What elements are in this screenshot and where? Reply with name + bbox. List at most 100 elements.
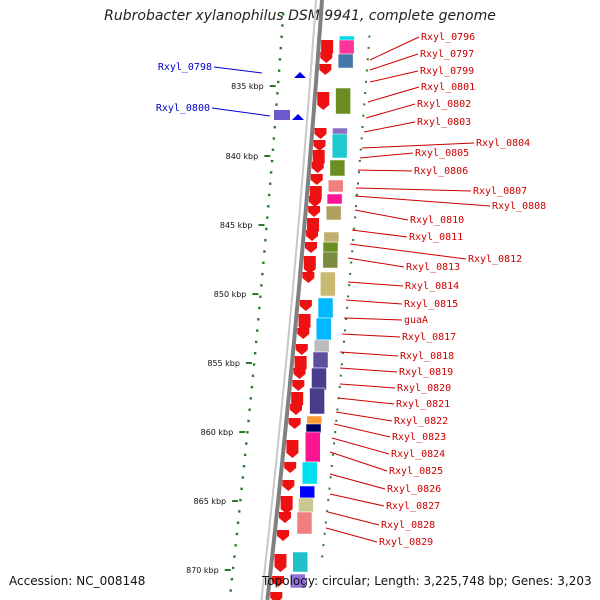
right-gene-label: Rxyl_0828 [381, 520, 435, 531]
right-gene-connector [361, 142, 475, 149]
cog-block [309, 387, 325, 415]
right-gene-connector [367, 86, 420, 103]
inner-dot [360, 137, 363, 140]
right-gene-connector [369, 36, 420, 61]
forward-arrow [280, 496, 293, 514]
cog-block [311, 367, 327, 391]
right-gene-label: Rxyl_0820 [397, 383, 451, 394]
cog-block [329, 159, 346, 177]
cog-block [292, 551, 308, 573]
reverse-arrow [292, 114, 304, 120]
tick-label: 860 kbp [201, 428, 234, 437]
right-gene-connector [355, 187, 472, 192]
right-gene-connector [345, 299, 403, 305]
right-gene-connector [333, 423, 391, 438]
ring-dot [251, 374, 255, 377]
right-gene-label: Rxyl_0803 [417, 117, 471, 128]
right-gene-label: Rxyl_0815 [404, 299, 458, 310]
forward-arrow [292, 380, 305, 391]
right-gene-label: Rxyl_0819 [399, 367, 453, 378]
right-gene-connector [354, 195, 491, 207]
cog-block [312, 351, 329, 369]
right-gene-label: Rxyl_0797 [420, 49, 474, 60]
ring-dot [265, 227, 268, 231]
tick-label: 850 kbp [214, 290, 247, 299]
ring-dot [241, 476, 245, 479]
ring-dot [267, 205, 270, 208]
forward-arrow [319, 64, 332, 75]
ring-dot [276, 92, 279, 95]
ring-dot [268, 193, 271, 197]
ring-dot [243, 453, 247, 457]
right-gene-label: Rxyl_0818 [400, 351, 454, 362]
reverse-block [274, 110, 290, 120]
forward-arrow [320, 52, 333, 63]
inner-dot [359, 148, 362, 151]
inner-dot [352, 239, 355, 241]
left-gene-connector [211, 107, 271, 117]
inner-dot [353, 227, 356, 230]
right-gene-label: Rxyl_0811 [409, 232, 463, 243]
right-gene-connector [339, 367, 398, 373]
genome-backbone [260, 0, 324, 600]
cog-block [322, 241, 339, 253]
inner-dot [362, 114, 365, 117]
ring-dot [257, 318, 260, 321]
reverse-arrow [294, 72, 306, 78]
ring-dot [266, 216, 269, 219]
tick-label: 865 kbp [194, 497, 227, 506]
ring-dot [235, 532, 239, 536]
right-gene-connector [329, 493, 385, 507]
right-gene-connector [341, 333, 401, 338]
ring-dot [275, 103, 278, 106]
right-gene-label: Rxyl_0796 [421, 32, 475, 43]
backbone-outer [265, 0, 324, 600]
kbp-ticks: 835 kbp 840 kbp 845 kbp 850 kbp 855 kbp 860 k… [186, 82, 276, 575]
inner-dot [368, 35, 371, 38]
inner-dot [364, 92, 367, 95]
inner-dot [363, 103, 366, 106]
inner-dot [348, 284, 351, 287]
inner-dot [366, 58, 369, 61]
ring-dot [261, 272, 264, 276]
right-gene-label: Rxyl_0821 [396, 399, 450, 410]
ring-dot [281, 24, 284, 27]
inner-dot [329, 476, 332, 479]
right-gene-connector [354, 209, 409, 221]
cog-block [290, 573, 306, 589]
ring-dot [234, 544, 237, 547]
ring-dot [250, 385, 254, 389]
ring-dot [238, 510, 241, 513]
right-gene-label: Rxyl_0814 [405, 281, 459, 292]
forward-arrow [293, 368, 306, 379]
left-gene-labels: Rxyl_0798 Rxyl_0800 [156, 62, 271, 117]
inner-dot [365, 69, 368, 72]
forward-arrow [308, 196, 321, 207]
forward-arrow [314, 128, 327, 139]
right-gene-connector [369, 53, 419, 71]
genome-title: Rubrobacter xylanophilus DSM 9941, compl… [104, 8, 496, 24]
ring-dot [252, 363, 256, 366]
ring-dot [271, 148, 275, 151]
inner-dot [356, 193, 359, 196]
inner-dot [355, 205, 358, 208]
forward-arrow [298, 314, 311, 332]
right-gene-connector [325, 527, 378, 543]
right-gene-connector [351, 229, 408, 238]
right-gene-connector [363, 121, 416, 133]
inner-dot [340, 363, 343, 366]
inner-dot [334, 431, 337, 434]
ring-dot [258, 306, 261, 310]
inner-dot [349, 272, 352, 275]
ring-dot [282, 13, 285, 16]
ring-dot [247, 419, 250, 423]
right-gene-connector [331, 437, 390, 455]
right-gene-connector [365, 103, 416, 119]
inner-dot [324, 521, 327, 524]
forward-arrow [303, 256, 316, 274]
ring-dot [262, 261, 265, 264]
inner-dot [356, 182, 359, 185]
right-gene-label: guaA [404, 315, 428, 326]
inner-dot [341, 352, 344, 354]
